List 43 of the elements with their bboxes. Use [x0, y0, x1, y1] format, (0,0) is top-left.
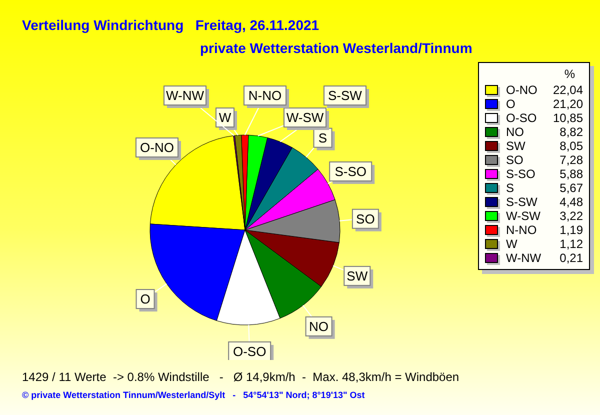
slice-label: S	[318, 130, 328, 146]
legend-label: W-NW	[506, 251, 542, 265]
slice-label: S-SO	[334, 164, 367, 179]
legend-label: W-SW	[506, 209, 542, 223]
data-label: 8,82	[560, 125, 583, 139]
legend-label: SO	[506, 153, 524, 167]
data-label: 1,19	[560, 223, 583, 237]
slice-label: SW	[346, 268, 368, 284]
legend-label: SW	[506, 139, 526, 153]
data-label: 4,48	[560, 195, 583, 209]
text: 1429 / 11 Werte -> 0.8% Windstille - Ø 14,9km/h - Max. 48,3km/h = Windböen	[22, 370, 460, 384]
data-label: 0,21	[560, 251, 583, 265]
data-label: 10,85	[552, 111, 583, 125]
slice-label: O-NO	[140, 140, 174, 155]
data-label: 8,05	[560, 139, 583, 153]
legend-label: S	[506, 181, 516, 195]
data-label: 3,22	[560, 209, 583, 223]
legend-label: O	[506, 97, 516, 111]
legend-label: O-NO	[506, 83, 538, 97]
legend-title: %	[563, 67, 576, 83]
slice-label: W-SW	[286, 110, 324, 125]
slice-label: S-SW	[328, 88, 363, 103]
legend-label: NO	[506, 125, 525, 139]
slice-label: O	[140, 292, 150, 307]
legend-label: N-NO	[506, 223, 538, 237]
text: © private Wetterstation Tinnum/Westerland/Sylt - 54°54'13" Nord; 8°19'13" Ost	[22, 390, 365, 400]
slice-label: W-NW	[166, 88, 205, 103]
legend-label: W	[506, 237, 518, 251]
chart-title: Verteilung Windrichtung Freitag, 26.11.2021	[22, 17, 320, 33]
data-label: 21,20	[552, 97, 583, 111]
legend-label: O-SO	[506, 111, 538, 125]
legend-label: S-SW	[506, 195, 538, 209]
slice-label: SO	[356, 211, 375, 226]
slice-label: N-NO	[248, 88, 282, 103]
slice-label: NO	[309, 318, 329, 334]
legend-label: S-SO	[506, 167, 536, 181]
data-label: 1,12	[560, 237, 583, 251]
data-label: 7,28	[560, 153, 583, 167]
data-label: 22,04	[552, 83, 583, 97]
data-label: 5,88	[560, 167, 583, 181]
data-label: 5,67	[560, 181, 583, 195]
slice-label: W	[218, 110, 232, 125]
chart-subtitle: private Wetterstation Westerland/Tinnum	[200, 40, 472, 56]
